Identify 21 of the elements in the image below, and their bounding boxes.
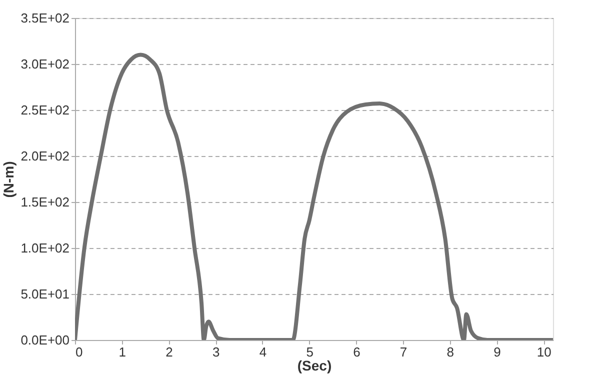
x-tick-label: 7 <box>400 344 408 360</box>
x-tick-label: 10 <box>536 344 552 360</box>
x-tick-label: 6 <box>353 344 360 360</box>
y-tick-label: 0.0E+00 <box>20 332 70 348</box>
x-axis-title: (Sec) <box>297 358 332 374</box>
x-tick-label: 0 <box>76 344 83 360</box>
y-tick-label: 1.5E+02 <box>20 194 70 210</box>
x-tick-label: 3 <box>212 344 220 360</box>
y-tick-label: 1.0E+02 <box>20 240 70 256</box>
y-tick-label: 5.0E+01 <box>20 286 70 302</box>
y-tick-label: 3.5E+02 <box>20 10 70 26</box>
x-tick-label: 2 <box>166 344 173 360</box>
x-tick-label: 9 <box>494 344 501 360</box>
x-tick-label: 4 <box>259 344 267 360</box>
x-tick-label: 5 <box>306 344 314 360</box>
x-tick-label: 8 <box>446 344 454 360</box>
y-axis-title: (N-m) <box>0 161 17 198</box>
y-tick-label: 2.0E+02 <box>20 148 70 164</box>
x-tick-label: 1 <box>118 344 126 360</box>
y-tick-label: 2.5E+02 <box>20 102 70 118</box>
y-tick-label: 3.0E+02 <box>20 56 70 72</box>
